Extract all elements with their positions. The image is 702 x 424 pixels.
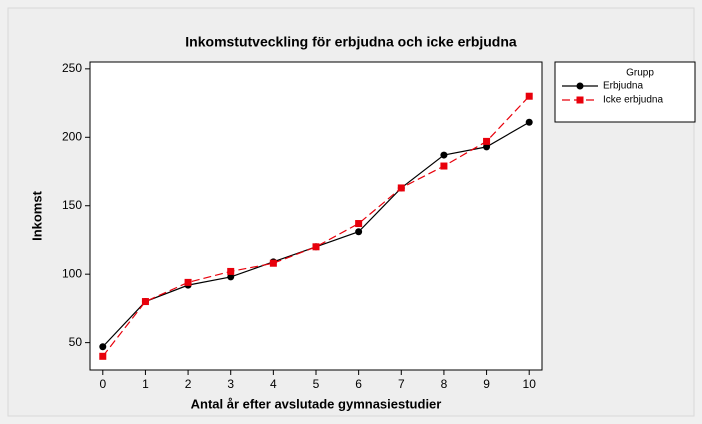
- x-tick-label: 5: [313, 377, 320, 391]
- y-axis-label: Inkomst: [29, 190, 44, 241]
- data-point: [269, 259, 277, 267]
- data-point: [525, 118, 533, 126]
- y-tick-label: 50: [69, 335, 83, 349]
- data-point: [99, 343, 107, 351]
- x-tick-label: 7: [398, 377, 405, 391]
- data-point: [440, 162, 448, 170]
- series-line: [102, 95, 530, 357]
- data-point: [483, 143, 491, 151]
- legend-label: Erbjudna: [603, 81, 643, 92]
- data-point: [312, 243, 320, 251]
- chart-title: Inkomstutveckling för erbjudna och icke …: [185, 34, 517, 50]
- data-point: [184, 278, 192, 286]
- data-point: [227, 267, 235, 275]
- legend-marker: [576, 96, 584, 104]
- y-tick-label: 200: [62, 129, 82, 143]
- data-point: [397, 184, 405, 192]
- legend-marker: [576, 82, 584, 90]
- data-point: [355, 220, 363, 228]
- y-tick-label: 100: [62, 266, 82, 280]
- x-tick-label: 10: [523, 377, 537, 391]
- x-tick-label: 2: [185, 377, 192, 391]
- x-tick-label: 4: [270, 377, 277, 391]
- legend-label: Icke erbjudna: [603, 95, 663, 106]
- data-point: [483, 137, 491, 145]
- x-tick-label: 6: [355, 377, 362, 391]
- data-point: [440, 151, 448, 159]
- x-tick-label: 9: [483, 377, 490, 391]
- data-point: [525, 92, 533, 100]
- data-point: [355, 228, 363, 236]
- legend-box: [554, 61, 696, 123]
- x-tick-label: 0: [99, 377, 106, 391]
- data-point: [227, 273, 235, 281]
- legend-title: Grupp: [626, 68, 654, 79]
- y-tick-label: 250: [62, 61, 82, 75]
- data-point: [99, 352, 107, 360]
- x-tick-label: 3: [227, 377, 234, 391]
- y-tick-label: 150: [62, 198, 82, 212]
- x-tick-label: 1: [142, 377, 149, 391]
- x-tick-label: 8: [441, 377, 448, 391]
- data-point: [141, 298, 149, 306]
- x-axis-label: Antal år efter avslutade gymnasiestudier: [191, 396, 442, 411]
- plot-area: [89, 61, 543, 371]
